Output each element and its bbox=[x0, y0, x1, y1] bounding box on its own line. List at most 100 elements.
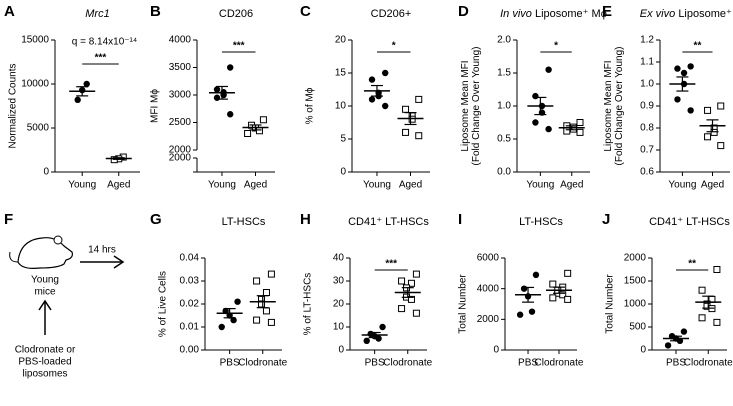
y-tick-label: 2000 bbox=[624, 253, 647, 264]
data-point bbox=[402, 128, 410, 136]
y-tick-label: 0 bbox=[340, 167, 346, 178]
x-tick-label: PBS bbox=[518, 358, 538, 369]
y-axis-label: Normalized Counts bbox=[8, 63, 19, 148]
data-point bbox=[415, 95, 423, 103]
y-tick-label: 2000 bbox=[169, 145, 192, 156]
data-point bbox=[234, 298, 241, 305]
panel-label: B bbox=[150, 3, 161, 20]
y-tick-label: 0.5 bbox=[497, 134, 511, 145]
x-tick-label: Aged bbox=[244, 180, 267, 191]
x-tick-label: Young bbox=[668, 180, 696, 191]
panel-label: A bbox=[4, 3, 15, 20]
y-tick-label: 15000 bbox=[21, 35, 49, 46]
data-point bbox=[717, 102, 725, 110]
data-point bbox=[516, 311, 524, 318]
title-text: Liposome⁺ Mϕ bbox=[678, 8, 733, 20]
data-point bbox=[398, 277, 406, 285]
y-axis-label: Total Number bbox=[605, 274, 616, 334]
arrow-label: 14 hrs bbox=[88, 245, 116, 256]
y-tick-label: 0.00 bbox=[180, 345, 200, 356]
panel-title: CD41⁺ LT-HSCs bbox=[649, 216, 730, 228]
title-text: CD41⁺ LT-HSCs bbox=[649, 216, 730, 228]
data-point bbox=[559, 291, 567, 299]
panel: H CD41⁺ LT-HSCs % of LT-HSCs 0 10 20 30 40 PBSCl… bbox=[300, 211, 433, 369]
data-point bbox=[255, 127, 263, 135]
panel-title: CD206+ bbox=[371, 8, 412, 20]
y-axis-label: % of Live Cells bbox=[158, 271, 169, 337]
panel: D In vivo Liposome⁺ Mϕ Liposome Mean MFI (F… bbox=[458, 3, 607, 191]
data-point bbox=[267, 270, 275, 278]
panel-label: D bbox=[458, 3, 469, 20]
y-axis-label: % of Mϕ bbox=[305, 87, 316, 124]
y-tick-label: 1.2 bbox=[640, 35, 654, 46]
panel-title: Mrc1 bbox=[85, 8, 109, 20]
y-tick-label: 0.01 bbox=[180, 322, 200, 333]
y-axis-label: (Fold Change Over Young) bbox=[614, 47, 625, 166]
y-tick-label: 0.03 bbox=[180, 276, 200, 287]
data-point bbox=[576, 119, 584, 126]
panel: C CD206+ % of Mϕ 0 5 10 15 20 Young Aged * bbox=[300, 3, 430, 191]
panel-title: LT-HSCs bbox=[519, 216, 563, 228]
x-tick-label: Clodronate bbox=[383, 358, 432, 369]
y-tick-label: 0.04 bbox=[180, 253, 200, 264]
y-tick-label: 1500 bbox=[624, 276, 647, 287]
x-tick-label: PBS bbox=[365, 358, 385, 369]
title-prefix: In vivo bbox=[500, 8, 532, 20]
data-point bbox=[379, 323, 386, 331]
y-tick-label: 0 bbox=[640, 345, 646, 356]
significance-label: *** bbox=[95, 53, 107, 64]
y-tick-label: 4000 bbox=[477, 283, 500, 294]
x-tick-label: PBS bbox=[666, 358, 686, 369]
data-point bbox=[398, 305, 406, 313]
annotation: q = 8.14x10⁻¹⁴ bbox=[72, 37, 137, 48]
data-point bbox=[262, 289, 270, 296]
y-tick-label: 0 bbox=[338, 345, 344, 356]
data-point bbox=[520, 285, 528, 292]
panel-label: H bbox=[300, 211, 311, 228]
significance-label: *** bbox=[385, 259, 397, 270]
mouse-label: Young bbox=[31, 275, 59, 286]
data-point bbox=[687, 107, 694, 114]
data-point bbox=[664, 342, 672, 349]
x-tick-label: Young bbox=[208, 180, 236, 191]
panel: E Ex vivo Liposome⁺ Mϕ Liposome Mean MFI(F… bbox=[602, 3, 733, 191]
significance-label: * bbox=[392, 41, 396, 52]
data-point bbox=[528, 308, 536, 315]
mouse-icon bbox=[17, 237, 73, 269]
data-point bbox=[415, 132, 423, 140]
x-tick-label: Clodronate bbox=[684, 358, 733, 369]
x-tick-label: Clodronate bbox=[535, 358, 584, 369]
y-tick-label: 40 bbox=[333, 253, 345, 264]
significance-label: *** bbox=[233, 41, 245, 52]
data-point bbox=[382, 69, 389, 77]
data-point bbox=[402, 105, 410, 113]
data-point bbox=[83, 80, 90, 88]
y-tick-label: 3000 bbox=[169, 90, 192, 101]
data-point bbox=[713, 318, 721, 326]
x-tick-label: Aged bbox=[107, 180, 130, 191]
y-tick-label: 0 bbox=[43, 167, 49, 178]
panel-title: CD206 bbox=[219, 8, 253, 20]
data-point bbox=[549, 294, 557, 302]
panel: J CD41⁺ LT-HSCs Total Number 0 500 1000 1500 20… bbox=[602, 211, 733, 369]
y-tick-label: 2000 bbox=[169, 153, 192, 164]
data-point bbox=[545, 66, 552, 73]
treatment-label: Clodronate or bbox=[15, 345, 76, 356]
panel-label: F bbox=[4, 211, 13, 228]
data-point bbox=[227, 64, 234, 71]
y-tick-label: 20 bbox=[333, 299, 345, 310]
data-point bbox=[532, 92, 539, 100]
data-point bbox=[213, 86, 221, 93]
data-point bbox=[717, 142, 725, 150]
arrow-head bbox=[38, 299, 52, 311]
y-tick-label: 30 bbox=[333, 276, 345, 287]
y-axis-label: Liposome Mean MFI bbox=[603, 60, 614, 151]
x-tick-label: Aged bbox=[560, 180, 583, 191]
y-tick-label: 2500 bbox=[169, 117, 192, 128]
panel-f: F Young mice 14 hrs Clodronate or PBS-lo… bbox=[4, 211, 125, 380]
mouse-tail bbox=[9, 251, 19, 263]
data-point bbox=[698, 286, 706, 294]
y-tick-label: 5000 bbox=[27, 123, 50, 134]
y-axis-label: Liposome Mean MFI bbox=[460, 60, 471, 151]
